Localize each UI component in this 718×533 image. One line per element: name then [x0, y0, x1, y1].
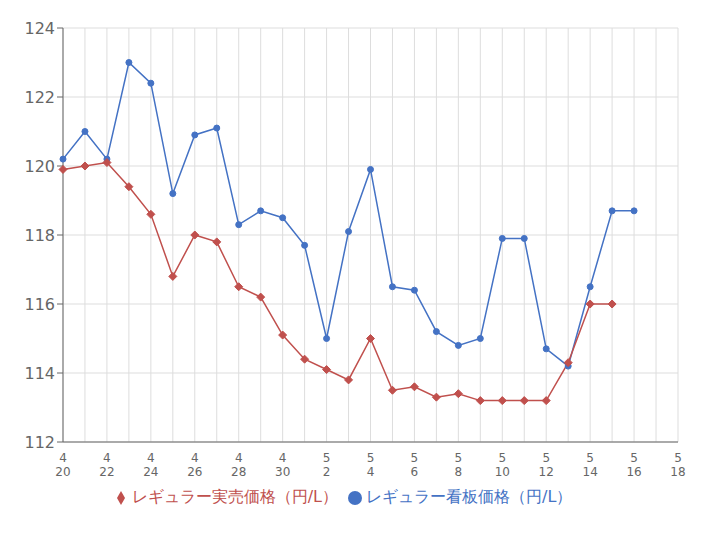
svg-text:114: 114 — [24, 364, 55, 383]
svg-text:516: 516 — [626, 451, 641, 479]
svg-text:122: 122 — [24, 88, 55, 107]
svg-text:424: 424 — [143, 451, 158, 479]
svg-text:120: 120 — [24, 157, 55, 176]
svg-text:52: 52 — [323, 451, 331, 479]
svg-text:430: 430 — [275, 451, 290, 479]
svg-text:518: 518 — [670, 451, 685, 479]
svg-text:54: 54 — [367, 451, 375, 479]
svg-text:420: 420 — [55, 451, 70, 479]
svg-text:116: 116 — [24, 295, 55, 314]
html-text:レギュラー看板価格（円/L）: レギュラー看板価格（円/L） — [366, 487, 573, 506]
svg-text:56: 56 — [411, 451, 419, 479]
svg-text:510: 510 — [495, 451, 510, 479]
svg-text:118: 118 — [24, 226, 55, 245]
svg-text:428: 428 — [231, 451, 246, 479]
svg-text:124: 124 — [24, 19, 55, 38]
svg-text:426: 426 — [187, 451, 202, 479]
html-text:レギュラー実売価格（円/L）: レギュラー実売価格（円/L） — [131, 487, 338, 506]
svg-text:58: 58 — [455, 451, 463, 479]
svg-text:422: 422 — [99, 451, 114, 479]
svg-text:112: 112 — [24, 433, 55, 452]
svg-text:514: 514 — [583, 451, 598, 479]
svg-text:512: 512 — [539, 451, 554, 479]
